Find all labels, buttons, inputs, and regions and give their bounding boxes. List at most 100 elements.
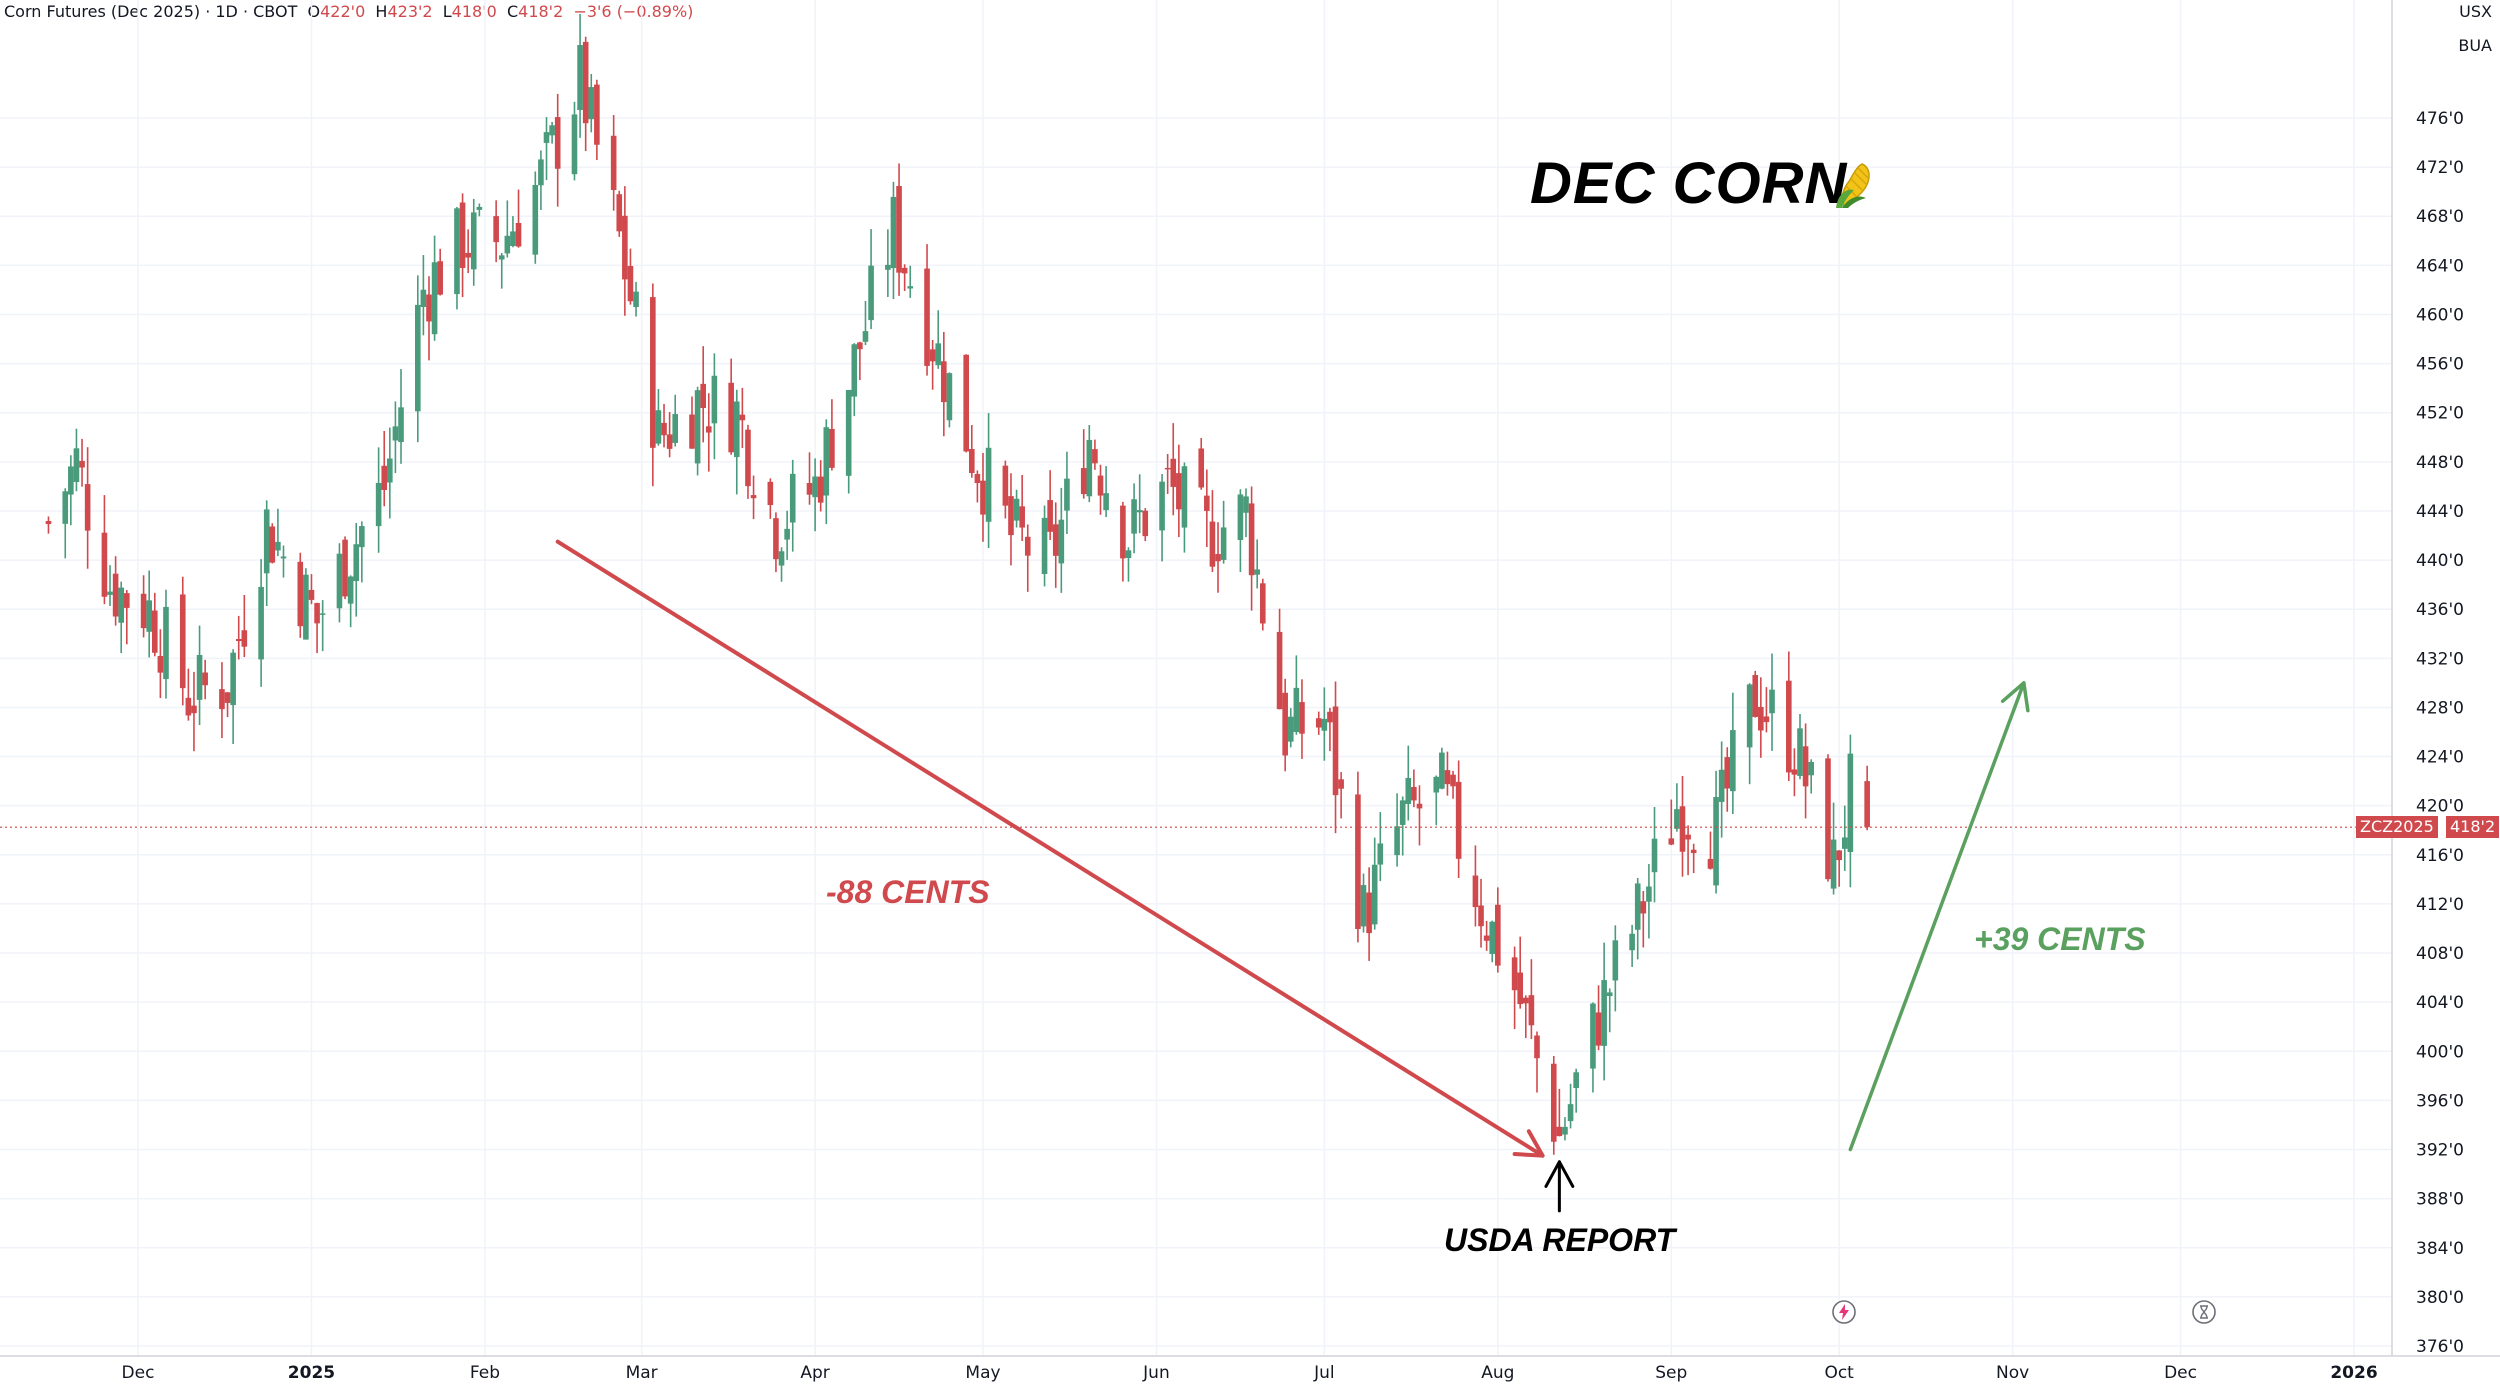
candle-down [963,354,970,452]
candle-down [1332,706,1339,796]
open-value: 422'0 [320,2,366,21]
candle-up [1394,826,1400,856]
candle-down [1142,510,1149,537]
candle-down [1528,995,1535,1026]
candle-down [1478,905,1484,927]
candle-up [571,114,578,175]
currency-unit[interactable]: USX [2459,2,2492,21]
candle-up [868,265,874,321]
candle-down [1052,524,1059,556]
candle-up [1405,777,1412,804]
candle-up [711,375,718,424]
price-tick-label: 424'0 [2416,748,2464,768]
candle-up [549,125,555,136]
candle-down [1550,1063,1557,1142]
candle-up [1086,439,1093,497]
candle-down [1299,702,1305,734]
candle-up [733,401,740,458]
candle-down [151,610,158,653]
candle-up [498,255,505,260]
candle-down [1517,972,1524,1005]
candle-down [79,460,85,468]
candle-down [1366,892,1372,934]
hourglass-icon[interactable] [2191,1299,2217,1325]
candle-up [532,185,539,255]
candle-down [750,495,757,499]
candle-down [767,481,774,506]
candle-up [1293,687,1300,733]
candle-up [890,196,897,269]
candle-down [1355,794,1361,929]
candle-down [426,294,432,322]
candle-down [610,135,617,190]
price-tick-label: 464'0 [2416,256,2464,276]
candle-up [543,132,550,143]
candle-down [1097,475,1104,496]
candle-up [823,427,830,496]
candle-down [1802,746,1809,787]
candle-up [353,544,360,582]
candle-up [1808,761,1814,776]
candle-down [1047,500,1053,532]
candle-down [308,589,315,600]
time-tick-label: Dec [2164,1363,2197,1383]
candle-down [1752,675,1759,717]
candle-down [1786,680,1792,773]
price-tick-label: 388'0 [2416,1190,2464,1210]
candle-down [1176,473,1182,510]
candle-up [1159,481,1165,531]
time-tick-label: Aug [1481,1363,1514,1383]
candle-up [1841,837,1848,849]
candle-down [140,593,147,629]
candle-down [929,349,936,362]
candle-up [1243,496,1249,513]
candle-down [314,603,320,624]
price-tick-label: 408'0 [2416,944,2464,964]
candle-up [1439,752,1445,789]
candle-down [1640,901,1647,914]
candle-up [1651,838,1658,873]
candle-up [73,448,80,483]
candle-down [1315,718,1322,728]
candle-down [705,426,712,433]
price-tick-label: 444'0 [2416,502,2464,522]
lightning-icon[interactable] [1831,1299,1857,1325]
candle-down [269,526,276,563]
candle-down [1556,1126,1563,1137]
candle-down [1215,553,1221,562]
candle-down [980,480,986,515]
candle-up [118,587,125,623]
candle-down [1259,583,1266,624]
candle-down [1522,997,1529,1004]
candle-up [107,591,113,595]
candle-up [414,304,421,412]
candle-up [1606,992,1613,997]
candle-up [1562,1126,1568,1135]
price-tick-label: 396'0 [2416,1091,2464,1111]
candle-up [1646,886,1652,902]
candle-down [1164,467,1171,470]
decline-arrow [555,539,1545,1158]
candle-down [1724,757,1731,789]
change-value: −3'6 (−0.89%) [573,2,694,21]
candle-up [1058,519,1065,564]
candle-up [845,389,852,476]
candle-down [773,518,779,560]
price-tick-label: 420'0 [2416,797,2464,817]
candle-up [258,586,264,660]
candle-down [901,267,908,274]
candle-up [476,206,483,210]
candle-down [235,638,242,642]
candle-up [694,390,701,464]
rally-arrow-head [2000,681,2030,713]
quantity-unit[interactable]: BUA [2458,36,2492,55]
candle-down [1338,779,1344,789]
candle-up [420,289,427,307]
candle-down [1483,935,1490,941]
candle-up [319,613,326,615]
candle-up [347,576,354,604]
candle-up [1489,921,1496,954]
candle-down [1327,711,1333,723]
